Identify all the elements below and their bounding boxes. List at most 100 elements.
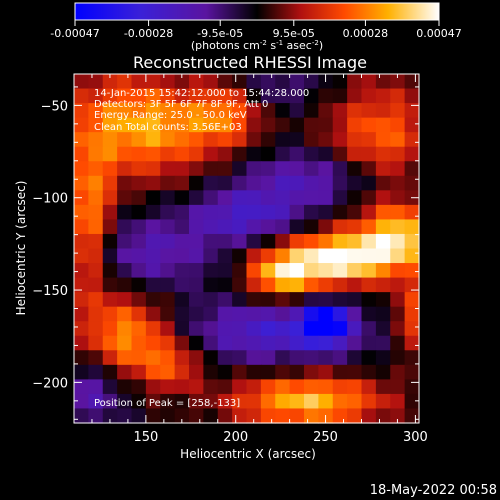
heatmap-cell: [304, 146, 319, 162]
heatmap-cell: [145, 190, 161, 206]
heatmap-cell: [304, 335, 319, 351]
heatmap-cell: [102, 103, 118, 119]
x-tick-label: 300: [403, 430, 428, 445]
heatmap-cell: [332, 379, 348, 395]
heatmap-cell: [246, 88, 262, 104]
heatmap-cell: [145, 248, 161, 264]
heatmap-cell: [361, 277, 377, 293]
heatmap-cell: [332, 204, 348, 221]
heatmap-cell: [203, 190, 219, 206]
heatmap-cell: [361, 263, 377, 279]
heatmap-cell: [131, 350, 147, 366]
heatmap-cell: [217, 219, 233, 235]
heatmap-cell: [160, 88, 176, 104]
heatmap-cell: [347, 393, 363, 410]
heatmap-cell: [332, 306, 348, 322]
heatmap-cell: [117, 161, 133, 177]
heatmap-cell: [318, 393, 334, 410]
heatmap-cell: [217, 292, 233, 308]
heatmap-cell: [260, 335, 276, 351]
heatmap-cell: [390, 393, 406, 410]
heatmap-cell: [232, 248, 248, 264]
heatmap-cell: [117, 190, 133, 206]
heatmap-cell: [347, 103, 363, 119]
heatmap-cell: [304, 321, 319, 337]
heatmap-cell: [160, 277, 176, 293]
heatmap-cell: [160, 321, 176, 337]
heatmap-cell: [145, 263, 161, 279]
heatmap-cell: [174, 88, 190, 104]
heatmap-cell: [131, 103, 147, 119]
heatmap-cell: [174, 306, 190, 322]
heatmap-cell: [260, 393, 276, 410]
heatmap-cell: [390, 219, 406, 235]
heatmap-cell: [217, 306, 233, 322]
heatmap-cell: [246, 277, 262, 293]
heatmap-cell: [189, 88, 204, 104]
colorbar-tick-label: -0.00028: [124, 27, 173, 40]
heatmap-cell: [318, 248, 334, 264]
heatmap-cell: [361, 233, 377, 250]
heatmap-cell: [189, 321, 204, 337]
heatmap-cell: [404, 277, 420, 293]
heatmap-cell: [174, 190, 190, 206]
colorbar-units: (photons cm-2 s-1 asec-2): [191, 39, 323, 52]
heatmap-cell: [174, 103, 190, 119]
heatmap-cell: [174, 408, 190, 424]
heatmap-cell: [203, 146, 219, 162]
heatmap-cell: [217, 117, 233, 133]
heatmap-cell: [404, 204, 420, 221]
heatmap-cell: [375, 321, 391, 337]
heatmap-cell: [332, 233, 348, 250]
heatmap-cell: [217, 335, 233, 351]
heatmap-cell: [347, 117, 363, 133]
y-axis: −50 −100 −150 −200: [32, 86, 419, 420]
heatmap-cell: [318, 117, 334, 133]
heatmap-cell: [260, 175, 276, 191]
heatmap-cell: [318, 175, 334, 191]
heatmap-cell: [232, 306, 248, 322]
heatmap-cell: [318, 379, 334, 395]
heatmap-cell: [88, 132, 104, 148]
heatmap-cell: [102, 335, 118, 351]
heatmap-cell: [404, 88, 420, 104]
heatmap-cell: [88, 379, 104, 395]
heatmap-cell: [217, 175, 233, 191]
heatmap-cell: [347, 219, 363, 235]
heatmap-cell: [332, 263, 348, 279]
heatmap-cell: [304, 364, 319, 380]
heatmap-cell: [404, 393, 420, 410]
heatmap-cell: [390, 379, 406, 395]
heatmap-cell: [404, 364, 420, 380]
heatmap-cell: [390, 117, 406, 133]
heatmap-cell: [361, 248, 377, 264]
heatmap-cell: [304, 277, 319, 293]
heatmap-cell: [217, 408, 233, 424]
heatmap-cell: [304, 379, 319, 395]
heatmap-cell: [304, 190, 319, 206]
heatmap-cell: [145, 364, 161, 380]
heatmap-cell: [131, 117, 147, 133]
y-tick-label: −100: [32, 192, 68, 207]
heatmap-cell: [246, 74, 262, 90]
heatmap-cell: [131, 161, 147, 177]
heatmap-cell: [145, 204, 161, 221]
colorbar-tick-label: 9.5e-05: [273, 27, 315, 40]
heatmap-cell: [404, 219, 420, 235]
heatmap-cell: [390, 103, 406, 119]
heatmap-cell: [203, 103, 219, 119]
heatmap-cell: [260, 263, 276, 279]
heatmap-cell: [361, 292, 377, 308]
heatmap-cell: [275, 132, 291, 148]
heatmap-cell: [332, 132, 348, 148]
heatmap-cell: [318, 103, 334, 119]
heatmap-cell: [189, 204, 204, 221]
heatmap-cell: [217, 132, 233, 148]
heatmap-cell: [361, 379, 377, 395]
heatmap-cell: [203, 379, 219, 395]
heatmap-cell: [117, 393, 133, 410]
heatmap-cell: [304, 350, 319, 366]
heatmap-cell: [189, 219, 204, 235]
heatmap-cell: [404, 408, 420, 424]
heatmap-cell: [189, 132, 204, 148]
